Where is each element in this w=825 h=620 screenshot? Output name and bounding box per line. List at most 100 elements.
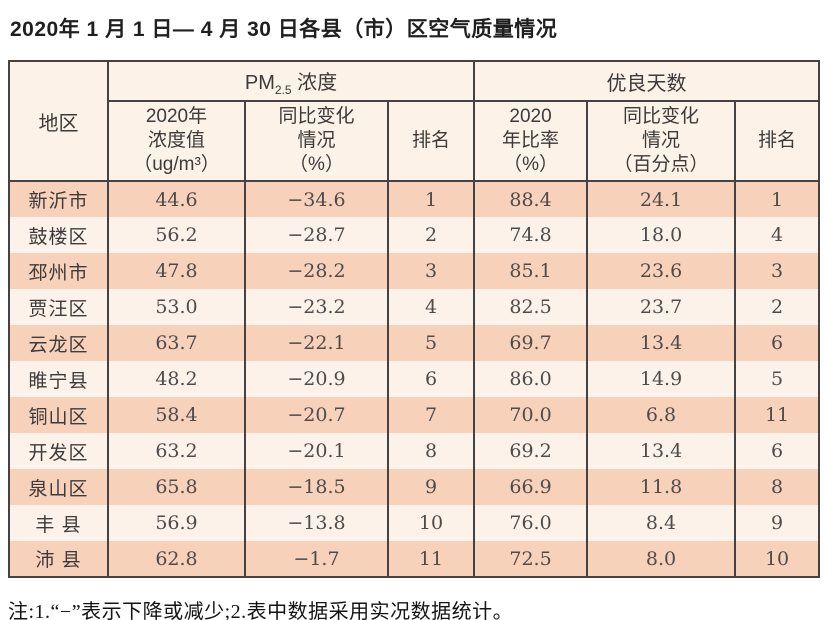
pm25-group-header: PM2.5 浓度 (106, 61, 476, 101)
region-cell: 沛 县 (8, 541, 109, 577)
good-rate-cell: 86.0 (473, 361, 589, 397)
pm-rank-cell: 4 (386, 289, 476, 325)
good-change-cell: 8.0 (586, 541, 737, 577)
region-cell: 贾汪区 (8, 289, 109, 325)
region-cell: 鼓楼区 (8, 217, 109, 253)
good-change-header: 同比变化 情况 （百分点） (586, 100, 737, 181)
table-header: 地区 PM2.5 浓度 优良天数 2020年 浓度值 （ug/m³） 同比变化 … (8, 61, 821, 181)
good-rate-cell: 76.0 (473, 505, 589, 541)
table-body: 新沂市 44.6 −34.6 1 88.4 24.1 1 鼓楼区 56.2 −28.7 2 74.8 1… (8, 181, 821, 577)
good-rate-cell: 69.7 (473, 325, 589, 361)
good-rank-cell: 3 (734, 253, 821, 289)
good-rank-cell: 11 (734, 397, 821, 433)
pm-change-cell: −20.1 (244, 433, 389, 469)
pm-change-cell: −28.2 (244, 253, 389, 289)
good-change-cell: 23.7 (586, 289, 737, 325)
good-change-cell: 6.8 (586, 397, 737, 433)
pm25-label-suffix: 浓度 (291, 71, 338, 94)
pm-change-cell: −18.5 (244, 469, 389, 505)
good-rank-cell: 9 (734, 505, 821, 541)
pm-value-cell: 47.8 (107, 253, 246, 289)
pm25-label-prefix: PM (244, 71, 275, 94)
pm-value-cell: 56.9 (107, 505, 246, 541)
pm-value-cell: 56.2 (107, 217, 246, 253)
pm-value-header: 2020年 浓度值 （ug/m³） (107, 100, 246, 181)
good-change-cell: 8.4 (586, 505, 737, 541)
table-row: 鼓楼区 56.2 −28.7 2 74.8 18.0 4 (8, 217, 821, 253)
pm-rank-cell: 2 (386, 217, 476, 253)
pm-rank-cell: 8 (386, 433, 476, 469)
region-cell: 邳州市 (8, 253, 109, 289)
good-rank-cell: 5 (734, 361, 821, 397)
good-rate-cell: 70.0 (473, 397, 589, 433)
pm-change-cell: −28.7 (244, 217, 389, 253)
pm-value-cell: 44.6 (107, 181, 246, 217)
group-header-row: 地区 PM2.5 浓度 优良天数 (8, 61, 821, 181)
good-rank-cell: 6 (734, 325, 821, 361)
pm-change-cell: −1.7 (244, 541, 389, 577)
table-row: 丰 县 56.9 −13.8 10 76.0 8.4 9 (8, 505, 821, 541)
pm-rank-header: 排名 (386, 100, 476, 181)
table-row: 开发区 63.2 −20.1 8 69.2 13.4 6 (8, 433, 821, 469)
good-rate-cell: 74.8 (473, 217, 589, 253)
pm-change-cell: −34.6 (244, 181, 389, 217)
pm25-subscript: 2.5 (274, 82, 292, 97)
region-cell: 铜山区 (8, 397, 109, 433)
pm-rank-cell: 3 (386, 253, 476, 289)
pm-change-cell: −22.1 (244, 325, 389, 361)
good-rank-cell: 2 (734, 289, 821, 325)
pm-value-cell: 48.2 (107, 361, 246, 397)
pm-value-cell: 65.8 (107, 469, 246, 505)
footnote: 注:1.“−”表示下降或减少;2.表中数据采用实况数据统计。 (8, 601, 514, 620)
good-change-cell: 11.8 (586, 469, 737, 505)
good-rate-cell: 69.2 (473, 433, 589, 469)
sub-header-row: 2020年 浓度值 （ug/m³） 同比变化 情况 （%） 排名 2020 年比… (9, 100, 821, 181)
good-rate-cell: 88.4 (473, 181, 589, 217)
pm-rank-cell: 7 (386, 397, 476, 433)
table-row: 新沂市 44.6 −34.6 1 88.4 24.1 1 (8, 181, 821, 217)
region-cell: 泉山区 (8, 469, 109, 505)
pm-change-cell: −13.8 (244, 505, 389, 541)
table-row: 云龙区 63.7 −22.1 5 69.7 13.4 6 (8, 325, 821, 361)
region-cell: 睢宁县 (8, 361, 109, 397)
good-rank-cell: 6 (734, 433, 821, 469)
good-rate-header: 2020 年比率 （%） (473, 100, 589, 181)
pm-value-cell: 53.0 (107, 289, 246, 325)
pm-value-cell: 58.4 (107, 397, 246, 433)
air-quality-table: 地区 PM2.5 浓度 优良天数 2020年 浓度值 （ug/m³） 同比变化 … (8, 60, 821, 578)
region-cell: 丰 县 (8, 505, 109, 541)
table-row: 贾汪区 53.0 −23.2 4 82.5 23.7 2 (8, 289, 821, 325)
good-rank-cell: 1 (734, 181, 821, 217)
region-cell: 新沂市 (8, 181, 109, 217)
good-rank-header: 排名 (734, 100, 821, 181)
region-cell: 开发区 (8, 433, 109, 469)
good-rank-cell: 8 (734, 469, 821, 505)
pm-value-cell: 62.8 (107, 541, 246, 577)
region-cell: 云龙区 (8, 325, 109, 361)
pm-change-cell: −20.7 (244, 397, 389, 433)
good-change-cell: 13.4 (586, 325, 737, 361)
pm-value-cell: 63.2 (107, 433, 246, 469)
region-column-header: 地区 (8, 61, 109, 181)
pm-change-cell: −23.2 (244, 289, 389, 325)
table-row: 沛 县 62.8 −1.7 11 72.5 8.0 10 (8, 541, 821, 577)
pm-rank-cell: 10 (386, 505, 476, 541)
table-row: 邳州市 47.8 −28.2 3 85.1 23.6 3 (8, 253, 821, 289)
pm-rank-cell: 1 (386, 181, 476, 217)
pm-value-cell: 63.7 (107, 325, 246, 361)
good-change-cell: 24.1 (586, 181, 737, 217)
good-change-cell: 13.4 (586, 433, 737, 469)
good-change-cell: 18.0 (586, 217, 737, 253)
pm-rank-cell: 9 (386, 469, 476, 505)
good-rate-cell: 85.1 (473, 253, 589, 289)
good-change-cell: 14.9 (586, 361, 737, 397)
good-rate-cell: 82.5 (473, 289, 589, 325)
page-title: 2020年 1 月 1 日— 4 月 30 日各县（市）区空气质量情况 (10, 18, 558, 41)
pm-rank-cell: 6 (386, 361, 476, 397)
good-change-cell: 23.6 (586, 253, 737, 289)
pm-rank-cell: 5 (386, 325, 476, 361)
table-row: 泉山区 65.8 −18.5 9 66.9 11.8 8 (8, 469, 821, 505)
good-rate-cell: 72.5 (473, 541, 589, 577)
good-days-group-header: 优良天数 (473, 61, 821, 101)
